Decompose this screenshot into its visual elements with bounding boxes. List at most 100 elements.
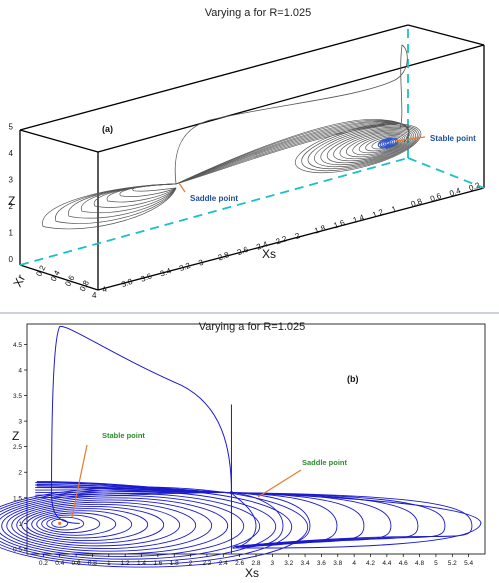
far-right-loop bbox=[231, 492, 482, 549]
panel-b-label: (b) bbox=[347, 374, 359, 384]
y-tick-label: 2 bbox=[18, 470, 22, 477]
spiral-loop bbox=[294, 123, 422, 174]
xs-end-tick: 4 bbox=[92, 291, 97, 300]
xs-tick-label: 2.8 bbox=[217, 250, 231, 262]
x-tick-label: 2.6 bbox=[235, 560, 244, 567]
xs-tick-label: 2.6 bbox=[236, 245, 250, 257]
stable-core-loop bbox=[381, 139, 395, 147]
panel-a-depth-label: Xr bbox=[10, 272, 28, 289]
hidden-edge bbox=[407, 157, 485, 189]
spiral-loop bbox=[333, 130, 411, 162]
right-loop bbox=[231, 492, 338, 547]
x-tick-label: 2.4 bbox=[219, 560, 228, 567]
right-loop bbox=[231, 492, 473, 547]
spiral-loop bbox=[358, 135, 404, 154]
panel-b-title: Varying a for R=1.025 bbox=[199, 321, 306, 333]
panel-a-tick-labels: 0 1 2 3 4 5 0.2 0.4 0.6 0.8 1 1.2 1.4 1.6 1.8 2 2.2 2.4 2.… bbox=[9, 123, 482, 301]
xs-tick-label: 2.2 bbox=[275, 234, 289, 246]
x-tick-label: 3.4 bbox=[301, 560, 310, 567]
panel-b-trajectories bbox=[0, 326, 482, 568]
spiral-loop bbox=[314, 126, 416, 168]
stable-loop bbox=[11, 501, 197, 549]
xs-tick-label: 1.6 bbox=[333, 218, 347, 230]
z-tick-label: 0 bbox=[9, 255, 14, 264]
panel-b-2d-plot: Varying a for R=1.025 0.2 0.4 0.6 0.8 1 1.2 1.… bbox=[0, 321, 486, 580]
y-tick-label: 1.5 bbox=[13, 495, 22, 502]
box-edge bbox=[19, 264, 99, 291]
outer-loop bbox=[51, 326, 232, 524]
panel-b-stable-label: Stable point bbox=[102, 431, 145, 440]
y-tick-label: 3.5 bbox=[13, 393, 22, 400]
box-edge bbox=[407, 24, 485, 46]
saddle-left-loop bbox=[81, 183, 177, 214]
saddle-left-loop bbox=[55, 183, 177, 224]
spiral-loop bbox=[345, 132, 408, 158]
saddle-arrow-b bbox=[257, 469, 302, 498]
panel-b-ylabel: Z bbox=[12, 429, 19, 443]
z-tick-label: 3 bbox=[9, 176, 14, 185]
stable-loop bbox=[0, 490, 277, 563]
xs-tick-label: 1.2 bbox=[371, 207, 385, 219]
box-edge bbox=[97, 187, 485, 291]
xs-tick-label: 3.8 bbox=[120, 277, 134, 289]
stable-loop bbox=[36, 512, 117, 536]
y-tick-label: 0.5 bbox=[13, 546, 22, 553]
x-tick-label: 4.8 bbox=[415, 560, 424, 567]
x-tick-label: 5.2 bbox=[448, 560, 457, 567]
xs-tick-label: 1.4 bbox=[352, 213, 366, 225]
xs-tick-label: 3.2 bbox=[178, 261, 192, 273]
box-edge bbox=[19, 129, 99, 153]
x-tick-label: 1.2 bbox=[121, 560, 130, 567]
right-loop bbox=[231, 492, 311, 547]
x-tick-label: 4 bbox=[352, 560, 356, 567]
tall-excursion bbox=[174, 44, 408, 185]
stable-loop bbox=[6, 499, 213, 552]
z-tick-label: 5 bbox=[9, 123, 14, 132]
spiral-loop bbox=[339, 131, 409, 160]
box-edge bbox=[19, 24, 409, 131]
spiral-loop bbox=[320, 128, 415, 166]
xs-tick-label: 3 bbox=[197, 258, 205, 268]
x-tick-label: 5.4 bbox=[464, 560, 473, 567]
panel-b-tick-labels: 0.2 0.4 0.6 0.8 1 1.2 1.4 1.6 1.8 2 2.2 2.4 2.6 2.8 3 3… bbox=[13, 342, 474, 567]
xs-tick-label: 4 bbox=[101, 284, 109, 294]
panel-a-saddle-label: Saddle point bbox=[190, 194, 238, 203]
stable-point-marker bbox=[58, 521, 62, 525]
x-tick-label: 5 bbox=[434, 560, 438, 567]
saddle-bundle-upper bbox=[36, 480, 232, 494]
z-tick-label: 1 bbox=[9, 229, 14, 238]
xs-tick-label: 0.2 bbox=[468, 180, 482, 192]
xs-tick-label: 3.6 bbox=[140, 271, 154, 283]
saddle-point-marker bbox=[229, 491, 234, 495]
x-tick-label: 4.4 bbox=[382, 560, 391, 567]
stable-arrow bbox=[395, 136, 426, 142]
xs-tick-label: 0.6 bbox=[429, 191, 443, 203]
y-tick-label: 4.5 bbox=[13, 342, 22, 349]
panel-a-ylabel: Z bbox=[8, 194, 15, 208]
panel-a-label: (a) bbox=[102, 124, 113, 134]
stable-core-loop bbox=[383, 140, 393, 146]
y-tick-label: 3 bbox=[18, 419, 22, 426]
stable-loop bbox=[51, 518, 69, 528]
stable-loop bbox=[31, 510, 133, 539]
x-tick-label: 1.6 bbox=[153, 560, 162, 567]
saddle-left-loop bbox=[42, 183, 177, 230]
panel-a-annotations: Saddle point Stable point bbox=[178, 134, 476, 203]
panel-a-stable-label: Stable point bbox=[430, 134, 476, 143]
stable-loop bbox=[26, 508, 149, 542]
x-tick-label: 1 bbox=[107, 560, 111, 567]
box-edge bbox=[97, 44, 485, 153]
xs-tick-label: 1.8 bbox=[313, 223, 327, 235]
stable-loop bbox=[46, 516, 85, 531]
spiral-loop bbox=[365, 136, 402, 152]
x-tick-label: 2.2 bbox=[202, 560, 211, 567]
z-tick-label: 4 bbox=[9, 149, 14, 158]
xs-tick-label: 3.4 bbox=[159, 266, 173, 278]
right-loop bbox=[231, 492, 365, 547]
xs-tick-label: 0.4 bbox=[448, 186, 462, 198]
y-tick-label: 1 bbox=[18, 521, 22, 528]
x-tick-label: 1.4 bbox=[137, 560, 146, 567]
x-tick-label: 3.8 bbox=[333, 560, 342, 567]
x-tick-label: 2 bbox=[189, 560, 193, 567]
